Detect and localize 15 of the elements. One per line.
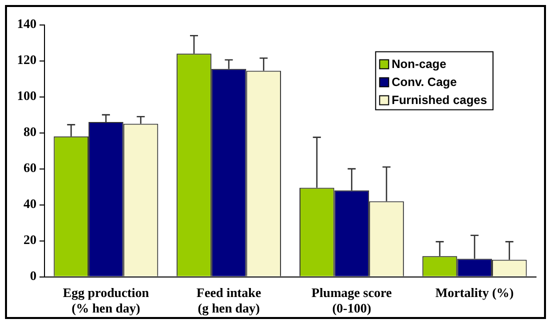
x-tick-label: Feed intake (g hen day) bbox=[196, 284, 262, 316]
y-tick-label: 100 bbox=[17, 88, 36, 104]
y-tick-label: 40 bbox=[24, 196, 36, 212]
x-tick-label: Egg production (% hen day) bbox=[62, 284, 150, 316]
y-tick-label: 120 bbox=[17, 52, 36, 68]
legend-label: Non-cage bbox=[392, 57, 447, 72]
legend-label: Conv. Cage bbox=[392, 75, 458, 90]
y-tick-label: 140 bbox=[17, 16, 36, 32]
y-tick-label: 20 bbox=[24, 232, 36, 248]
x-tick-label: Mortality (%) bbox=[435, 284, 514, 300]
legend-label: Furnished cages bbox=[392, 93, 488, 108]
y-tick-label: 0 bbox=[30, 268, 36, 284]
y-tick-label: 80 bbox=[24, 124, 36, 140]
x-tick-label: Plumage score (0-100) bbox=[312, 284, 392, 316]
y-tick-label: 60 bbox=[24, 160, 36, 176]
